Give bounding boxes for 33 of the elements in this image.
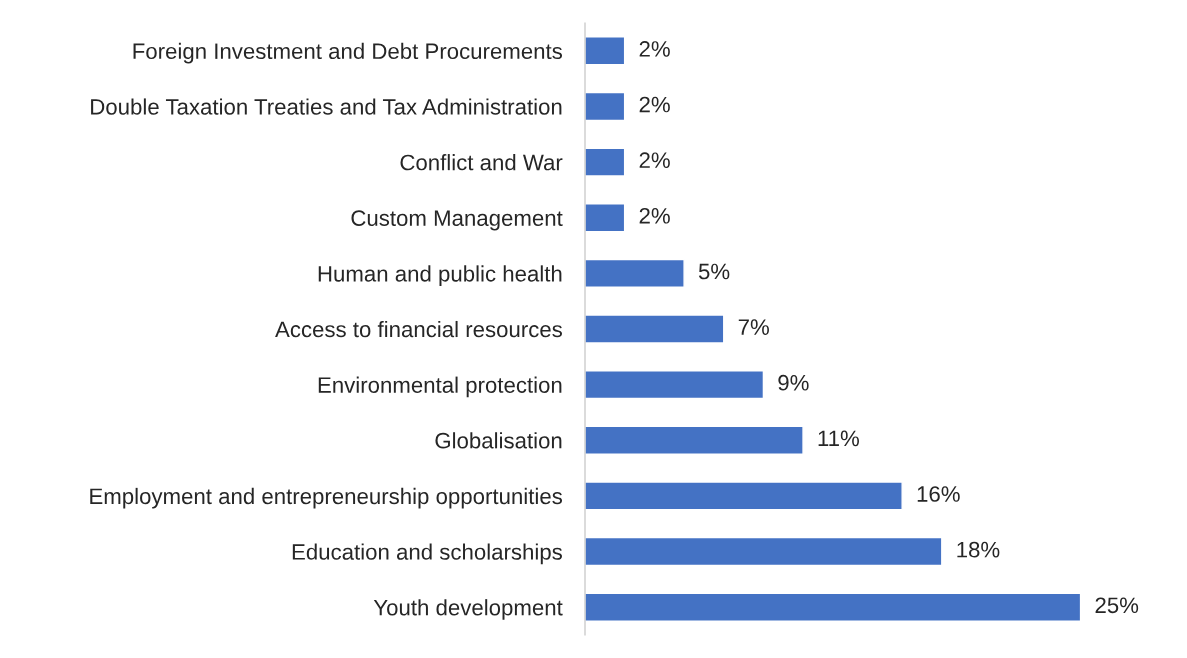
y-tick-label: Youth development — [373, 599, 563, 620]
bar — [585, 203, 626, 233]
y-tick-label: Education and scholarships — [292, 543, 562, 565]
bar — [585, 425, 804, 455]
data-label: 2% — [639, 96, 670, 113]
data-label: 5% — [698, 263, 730, 280]
y-tick-label: Conflict and War — [400, 154, 563, 171]
data-label: 16% — [917, 486, 960, 502]
bar — [585, 91, 626, 122]
data-label: 7% — [738, 319, 769, 335]
bar — [585, 592, 1082, 622]
bar — [585, 536, 943, 567]
data-label: 2% — [639, 41, 670, 57]
data-label: 2% — [639, 207, 670, 224]
data-label: 9% — [778, 374, 809, 391]
bar — [585, 481, 903, 511]
data-label: 25% — [1095, 597, 1139, 614]
y-tick-label: Globalisation — [435, 432, 562, 449]
y-tick-label: Custom Management — [351, 210, 563, 231]
bar — [585, 147, 626, 177]
y-tick-label: Foreign Investment and Debt Procurements — [133, 42, 563, 64]
bar — [585, 314, 725, 344]
bar — [585, 370, 765, 400]
y-tick-label: Employment and entrepreneurship opportunities — [90, 487, 563, 509]
data-label: 2% — [639, 152, 670, 168]
data-label: 18% — [957, 541, 1000, 558]
y-tick-label: Human and public health — [318, 265, 562, 287]
bar — [585, 258, 685, 288]
bar — [585, 36, 626, 66]
y-tick-label: Double Taxation Treaties and Tax Administration — [91, 98, 562, 115]
data-label: 11% — [818, 430, 859, 447]
y-tick-label: Environmental protection — [318, 376, 562, 398]
y-tick-label: Access to financial resources — [275, 320, 562, 338]
